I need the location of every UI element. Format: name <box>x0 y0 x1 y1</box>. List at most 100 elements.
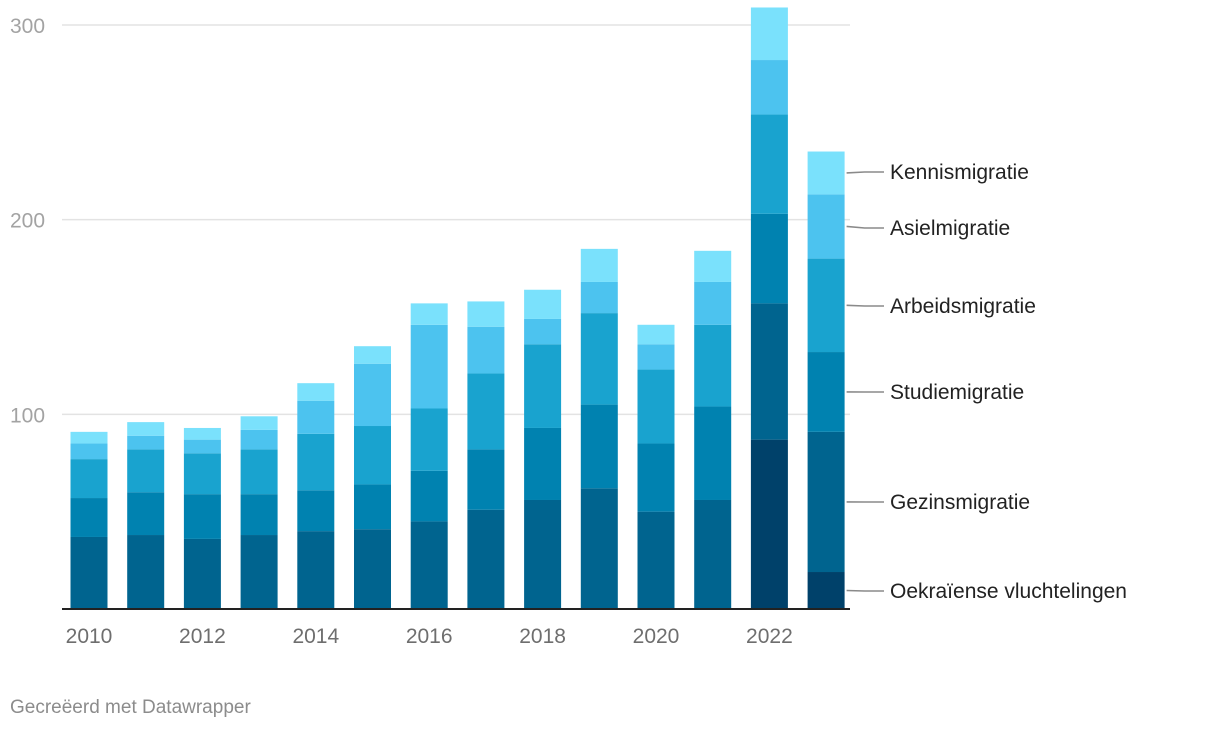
bar-segment <box>410 324 448 409</box>
bar-segment <box>354 363 391 427</box>
bar-segment <box>580 488 618 609</box>
bar-segment <box>297 433 335 491</box>
bar-stack <box>694 250 732 609</box>
bar-segment <box>467 509 505 609</box>
bar-segment <box>183 494 221 539</box>
bar-segment <box>694 281 732 325</box>
y-tick-label: 300 <box>10 15 45 38</box>
legend-label: Asielmigratie <box>890 217 1010 240</box>
bar-segment <box>70 498 108 537</box>
bar-segment <box>580 313 618 405</box>
x-axis-ticks: 2010 2012 2014 2016 2018 2020 2022 <box>66 625 793 648</box>
bar-stack <box>127 422 165 609</box>
bar-segment <box>524 344 562 428</box>
x-tick-label: 2016 <box>406 625 453 648</box>
bar-segment <box>410 521 448 609</box>
bar-segment <box>70 459 108 499</box>
bar-segment <box>354 484 391 530</box>
bar-segment <box>127 435 165 450</box>
bar-segment <box>410 470 448 522</box>
bar-segment <box>637 369 675 444</box>
x-tick-label: 2010 <box>66 625 113 648</box>
bar-segment <box>807 194 845 259</box>
bar-segment <box>297 383 335 401</box>
x-tick-label: 2018 <box>519 625 566 648</box>
bar-segment <box>183 439 221 454</box>
bar-segment <box>467 326 505 374</box>
bar-segment <box>637 324 675 345</box>
bar-segment <box>183 427 221 440</box>
bar-segment <box>750 114 788 214</box>
bar-segment <box>694 324 732 407</box>
legend: Oekraïense vluchtelingen Gezinsmigratie St… <box>846 161 1127 603</box>
bar-segment <box>580 404 618 489</box>
bar-segment <box>524 318 562 345</box>
bar-stack <box>524 289 562 609</box>
bar-segment <box>354 346 391 364</box>
bar-stack <box>70 431 108 609</box>
bar-segment <box>524 427 562 500</box>
bar-segment <box>410 303 448 325</box>
bar-segment <box>524 499 562 609</box>
bar-stack <box>183 427 221 609</box>
bar-segment <box>807 151 845 195</box>
bar-segment <box>127 535 165 609</box>
legend-connector <box>846 225 884 229</box>
gridlines <box>62 24 850 416</box>
bar-segment <box>240 494 278 536</box>
bar-segment <box>467 373 505 450</box>
bar-segment <box>750 7 788 61</box>
bar-segment <box>694 250 732 282</box>
x-tick-label: 2022 <box>746 625 793 648</box>
bar-stack <box>240 416 278 609</box>
bar-segment <box>297 400 335 434</box>
bar-segment <box>637 443 675 512</box>
bar-segment <box>807 572 845 609</box>
y-axis-ticks: 100 200 300 <box>10 15 45 427</box>
bars <box>70 7 845 609</box>
bar-segment <box>807 258 845 353</box>
bar-segment <box>410 408 448 471</box>
legend-label: Oekraïense vluchtelingen <box>890 580 1127 603</box>
bar-segment <box>240 535 278 609</box>
bar-stack <box>580 248 618 609</box>
x-tick-label: 2012 <box>179 625 226 648</box>
legend-label: Kennismigratie <box>890 161 1029 184</box>
bar-segment <box>467 449 505 510</box>
bar-stack <box>467 301 505 609</box>
bar-segment <box>240 429 278 450</box>
bar-segment <box>70 431 108 444</box>
legend-connector <box>846 304 884 307</box>
bar-segment <box>807 352 845 432</box>
bar-segment <box>637 511 675 609</box>
bar-segment <box>750 439 788 609</box>
bar-segment <box>70 443 108 460</box>
bar-segment <box>750 303 788 440</box>
bar-stack <box>297 383 335 609</box>
bar-segment <box>580 281 618 314</box>
y-tick-label: 200 <box>10 210 45 233</box>
bar-segment <box>524 289 562 319</box>
bar-segment <box>297 531 335 609</box>
bar-segment <box>127 492 165 536</box>
y-tick-label: 100 <box>10 404 45 427</box>
bar-stack <box>807 151 845 609</box>
bar-stack <box>410 303 448 609</box>
bar-segment <box>70 536 108 609</box>
bar-segment <box>183 538 221 609</box>
bar-segment <box>750 60 788 115</box>
legend-label: Gezinsmigratie <box>890 491 1030 514</box>
bar-segment <box>467 301 505 327</box>
bar-segment <box>694 406 732 500</box>
bar-segment <box>240 416 278 430</box>
bar-stack <box>750 7 788 609</box>
bar-segment <box>750 213 788 304</box>
legend-connector <box>846 171 884 174</box>
bar-segment <box>240 449 278 495</box>
credit-text: Gecreëerd met Datawrapper <box>10 697 251 718</box>
bar-segment <box>297 490 335 532</box>
legend-label: Arbeidsmigratie <box>890 295 1036 318</box>
bar-stack <box>637 324 675 609</box>
bar-segment <box>127 422 165 436</box>
